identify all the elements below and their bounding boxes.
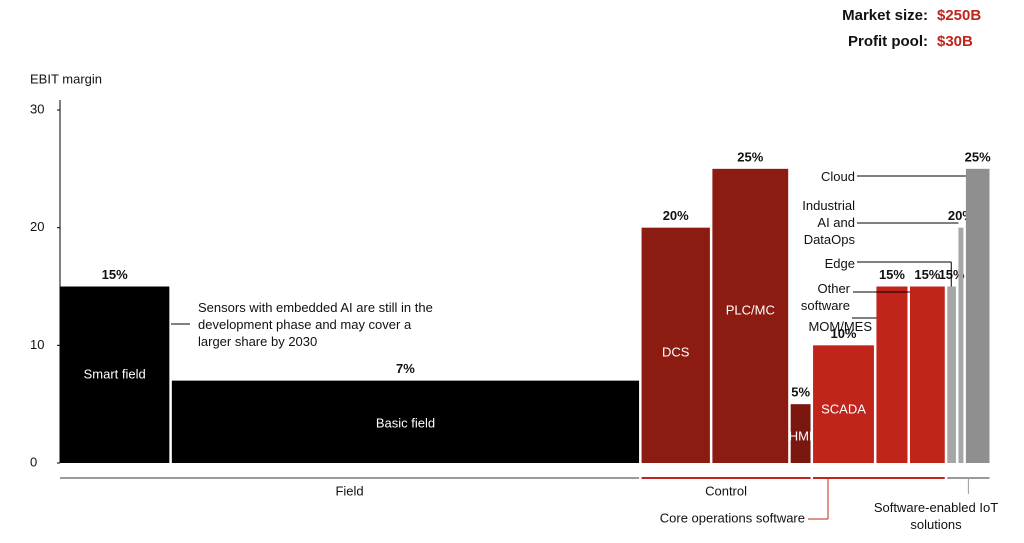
y-tick-label: 0 [30,454,37,469]
bar [712,168,789,464]
group-label: Control [705,483,747,498]
market-size-label: Market size: [842,7,928,24]
category-label: MOM/MES [808,319,872,334]
category-label: DCS [662,344,690,359]
market-size: $250B [937,7,981,24]
value-label: 20% [663,208,689,223]
value-label: 10% [830,326,856,341]
category-label: Industrial AI and DataOps [802,198,855,247]
value-label: 7% [396,361,415,376]
profit-pool: $30B [937,33,973,50]
bar [965,168,990,464]
annotation: Sensors with embedded AI are still in th… [198,300,433,349]
category-label: HMI [789,428,813,443]
value-label: 15% [102,267,128,282]
bar [171,380,640,463]
group-label: Field [335,483,363,498]
y-tick-label: 10 [30,337,44,352]
category-label: Edge [824,256,855,271]
value-label: 25% [737,149,763,164]
group-label: Software-enabled IoT solutions [873,500,999,532]
bar [641,227,710,463]
category-label: PLC/MC [726,302,775,317]
value-label: 5% [791,385,810,400]
category-label: Basic field [376,415,435,430]
y-tick-label: 30 [30,101,44,116]
bar [876,286,908,463]
category-label: Cloud [821,169,855,184]
bar [947,286,956,463]
bar [790,404,811,463]
bar [60,286,170,463]
profit-pool-label: Profit pool: [848,33,928,50]
bar [813,345,874,463]
y-axis-label: EBIT margin [30,71,102,86]
category-label: Other software [800,281,850,313]
value-label: 25% [965,149,991,164]
category-label: SCADA [821,401,866,416]
value-label: 15% [914,267,940,282]
value-label: 15% [879,267,905,282]
category-label: Smart field [84,366,146,381]
bar [958,227,964,463]
value-label: 15% [939,267,965,282]
y-tick-label: 20 [30,219,44,234]
bar [909,286,945,463]
group-label: Core operations software [660,510,805,525]
